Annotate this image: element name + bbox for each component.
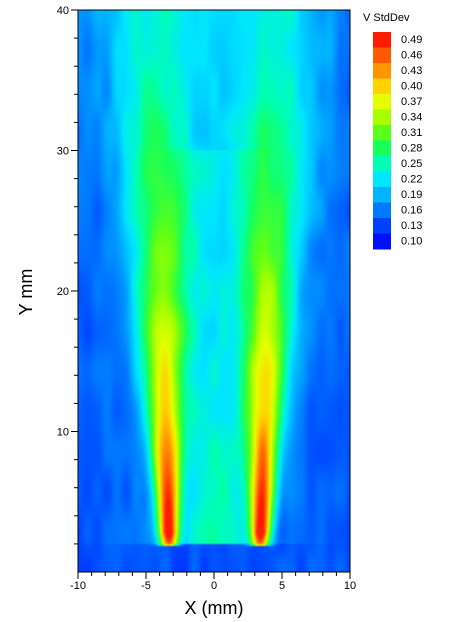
legend-swatch xyxy=(373,202,391,219)
y-tick-label: 20 xyxy=(57,286,69,298)
legend-swatch xyxy=(373,32,391,48)
legend-swatch xyxy=(373,94,391,110)
x-tick-label: -5 xyxy=(141,580,151,592)
plot-area xyxy=(77,9,351,573)
legend-swatch xyxy=(373,156,391,172)
legend-swatch xyxy=(373,233,391,250)
legend-label: 0.37 xyxy=(401,96,422,108)
legend-label: 0.40 xyxy=(401,81,422,93)
legend-swatch xyxy=(373,171,391,188)
legend-swatch xyxy=(373,109,391,126)
legend-swatches xyxy=(373,32,391,250)
x-tick-label: 10 xyxy=(344,580,356,592)
y-axis-title: Y mm xyxy=(16,269,36,316)
x-axis-title: X (mm) xyxy=(185,598,244,618)
x-tick-label: -10 xyxy=(70,580,86,592)
legend-swatch xyxy=(373,125,391,141)
legend-swatch xyxy=(373,47,391,64)
y-tick-label: 30 xyxy=(57,146,69,158)
legend-label: 0.16 xyxy=(401,205,422,217)
legend-label: 0.13 xyxy=(401,220,422,232)
legend-label: 0.28 xyxy=(401,143,422,155)
legend-label: 0.25 xyxy=(401,158,422,170)
legend-title: V StdDev xyxy=(363,12,410,24)
legend-label: 0.10 xyxy=(401,236,422,248)
y-tick-label: 10 xyxy=(57,427,69,439)
heatmap-field xyxy=(78,10,350,572)
x-tick-label: 5 xyxy=(279,580,285,592)
legend-label: 0.19 xyxy=(401,189,422,201)
legend-label: 0.43 xyxy=(401,65,422,77)
legend-labels: 0.49 0.46 0.43 0.40 0.37 0.34 0.31 0.28 0.25 0.22… xyxy=(401,34,422,248)
x-axis: -10 -5 0 5 10 xyxy=(70,572,356,592)
legend-swatch xyxy=(373,140,391,157)
legend-swatch xyxy=(373,78,391,95)
legend-swatch xyxy=(373,218,391,234)
x-tick-label: 0 xyxy=(211,580,217,592)
legend-label: 0.31 xyxy=(401,127,422,139)
legend-swatch xyxy=(373,187,391,203)
legend-label: 0.34 xyxy=(401,112,422,124)
legend-label: 0.46 xyxy=(401,50,422,62)
legend-swatch xyxy=(373,63,391,79)
y-axis: 10 20 30 40 xyxy=(57,5,78,545)
legend-label: 0.22 xyxy=(401,174,422,186)
legend: V StdDev 0.49 0.46 0.43 0.40 0.37 0.34 0.31 0.2… xyxy=(363,12,422,250)
y-tick-label: 40 xyxy=(57,5,69,17)
legend-label: 0.49 xyxy=(401,34,422,46)
